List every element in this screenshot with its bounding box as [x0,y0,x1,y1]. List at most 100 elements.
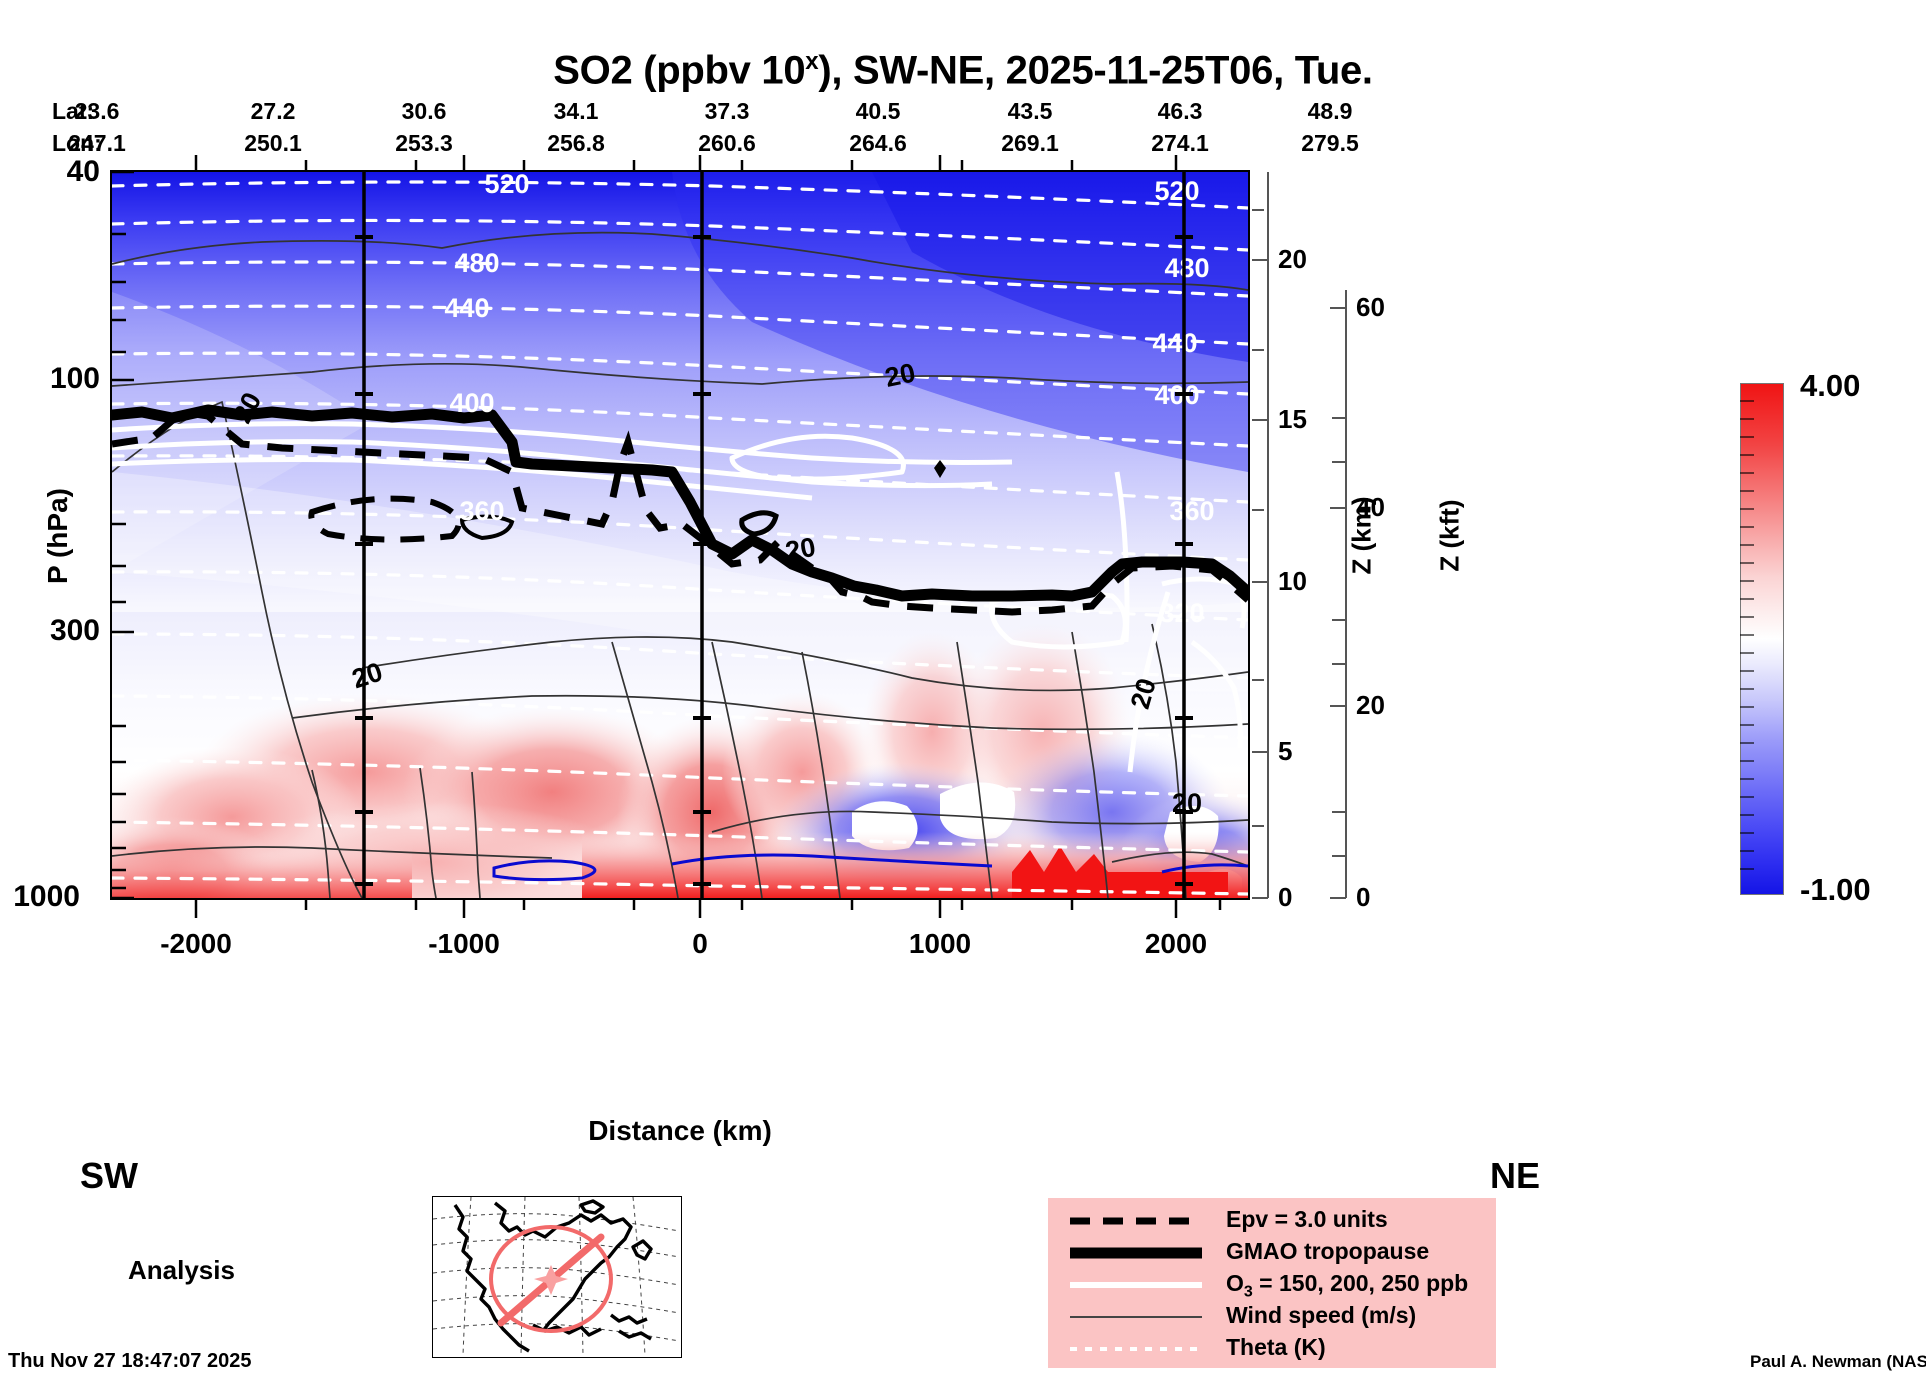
colorbar-min-label: -1.00 [1800,872,1871,907]
direction-end-label: NE [1490,1155,1541,1196]
analysis-mode-label: Analysis [128,1255,235,1285]
ozone-contours [112,421,1247,773]
inset-center-star [534,1265,568,1295]
longitude-value-1: 250.1 [244,130,302,156]
transect-marker-lines [362,172,1186,898]
inset-map[interactable] [432,1196,682,1358]
z-km-tick-15: 15 [1278,404,1307,434]
legend-label-wind: Wind speed (m/s) [1226,1302,1417,1328]
cross-section-canvas: 520 480 440 400 360 520 480 440 400 360 … [112,172,1248,898]
z-km-tick-5: 5 [1278,736,1293,766]
theta-label-320-right: 320 [1159,598,1204,628]
latitude-value-7: 46.3 [1157,98,1203,124]
y-tick-300: 300 [49,614,100,647]
longitude-label: Lon: [52,130,102,156]
legend-row-tropopause: GMAO tropopause [1048,1236,1496,1270]
x-tick-2000: 2000 [1144,928,1208,959]
legend-label-theta: Theta (K) [1226,1334,1326,1360]
wind-label-c: 20 [783,532,818,567]
title-suffix: ), SW-NE, 2025-11-25T06, Tue. [818,48,1373,93]
y-axis-label: P (hPa) [42,488,73,584]
gmao-tropopause-line [112,404,1248,602]
page-title: SO2 (ppbv 10x), SW-NE, 2025-11-25T06, Tu… [0,48,1926,93]
longitude-row: Lon: 247.1 250.1 253.3 256.8 260.6 264.6 269.1… [0,130,1359,160]
dashed-line-icon [1070,1217,1202,1225]
latitude-value-1: 27.2 [250,98,296,124]
epv-pocket-small [459,514,515,541]
longitude-value-6: 269.1 [1001,130,1059,156]
theta-label-360-right: 360 [1169,496,1214,526]
z-kft-tick-20: 20 [1356,690,1385,720]
longitude-value-3: 256.8 [547,130,605,156]
legend-label-ozone: O3 = 150, 200, 250 ppb [1226,1270,1469,1301]
x-tick-0: 0 [692,928,708,959]
epv-pocket [308,495,462,543]
colorbar-max-label: 4.00 [1800,368,1861,403]
theta-label-480: 480 [454,248,499,278]
longitude-value-5: 264.6 [849,130,907,156]
theta-label-480-right: 480 [1164,253,1209,283]
z-km-tick-0: 0 [1278,882,1293,912]
legend-row-theta: Theta (K) [1048,1332,1496,1366]
theta-label-400: 400 [449,388,494,418]
z-kft-tick-0: 0 [1356,882,1371,912]
latitude-row: Lat: 23.6 27.2 30.6 34.1 37.3 40.5 43.5 46.3 48.… [0,98,1352,128]
z-kft-tick-40: 40 [1356,492,1385,522]
longitude-value-8: 279.5 [1301,130,1359,156]
theta-label-360: 360 [459,496,504,526]
legend-row-epv: Epv = 3.0 units [1048,1204,1496,1238]
z-km-axis-label: Z (km) [1346,496,1377,575]
epv-pocket-small-2 [739,510,779,537]
latitude-value-5: 40.5 [855,98,901,124]
point-marker [934,460,946,478]
longitude-value-4: 260.6 [698,130,756,156]
theta-contour-labels: 520 480 440 400 360 520 480 440 400 360 … [444,172,1214,628]
title-prefix: SO2 (ppbv 10 [553,48,806,93]
theta-label-440-right: 440 [1152,328,1197,358]
longitude-value-2: 253.3 [395,130,453,156]
z-km-tick-20: 20 [1278,244,1307,274]
y-tick-100: 100 [49,362,100,395]
latitude-label: Lat: [52,98,95,124]
wind-speed-contours [112,231,1248,898]
z-km-tick-10: 10 [1278,566,1307,596]
latitude-value-2: 30.6 [401,98,447,124]
longitude-value-7: 274.1 [1151,130,1209,156]
theta-label-440: 440 [444,293,489,323]
cross-section-plot[interactable]: 520 480 440 400 360 520 480 440 400 360 … [110,170,1250,900]
y-tick-1000: 1000 [13,880,80,913]
legend-row-ozone: O3 = 150, 200, 250 ppb [1048,1268,1496,1302]
colorbar[interactable] [1740,383,1784,895]
inset-map-svg [432,1196,680,1356]
title-superscript: x [805,48,819,75]
inset-coastlines [453,1199,653,1353]
legend-label-tropopause: GMAO tropopause [1226,1238,1430,1264]
latitude-value-8: 48.9 [1307,98,1353,124]
z-kft-tick-60: 60 [1356,292,1385,322]
x-tick-neg2000: -2000 [160,928,232,959]
dotted-white-line-icon [1070,1347,1202,1351]
theta-contours [112,180,1248,896]
x-axis-label: Distance (km) [588,1115,772,1146]
white-solid-line-icon [1070,1282,1202,1288]
x-tick-1000: 1000 [908,928,972,959]
legend-label-epv: Epv = 3.0 units [1226,1206,1388,1232]
theta-label-520: 520 [484,172,529,199]
surface-blue-contour [492,853,1248,882]
direction-start-label: SW [80,1155,138,1196]
y-tick-40: 40 [66,155,100,188]
thin-gray-line-icon [1070,1316,1202,1318]
latitude-value-6: 43.5 [1007,98,1053,124]
legend-panel: Epv = 3.0 units GMAO tropopause O3 = 150… [1048,1198,1496,1368]
theta-label-520-right: 520 [1154,176,1199,206]
x-tick-neg1000: -1000 [428,928,500,959]
so2-field: 520 480 440 400 360 520 480 440 400 360 … [112,172,1248,898]
marker-line-ticks [355,235,1193,886]
latitude-value-3: 34.1 [553,98,599,124]
z-kft-axis-label: Z (kft) [1434,499,1465,572]
inset-range-circle [489,1225,613,1333]
latitude-value-4: 37.3 [704,98,750,124]
render-timestamp: Thu Nov 27 18:47:07 2025 [8,1350,252,1372]
thick-solid-line-icon [1070,1247,1202,1259]
longitude-value-0: 247.1 [68,130,126,156]
